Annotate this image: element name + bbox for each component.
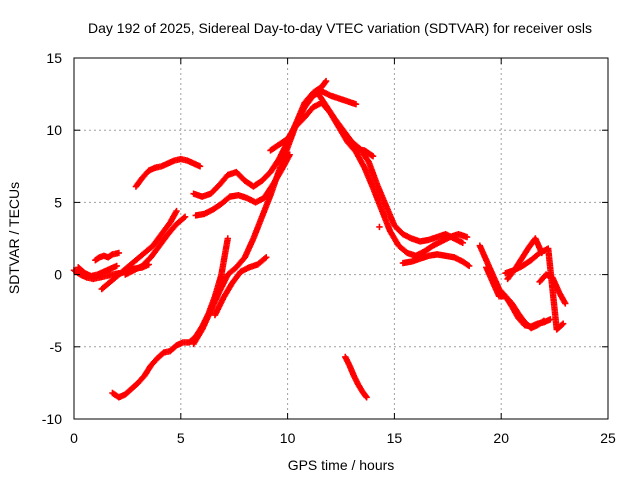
data-point [369,152,377,160]
data-point [181,213,189,221]
x-tick-label: 25 [600,430,616,446]
x-axis-label: GPS time / hours [288,457,395,473]
chart-title: Day 192 of 2025, Sidereal Day-to-day VTE… [88,20,592,36]
y-tick-label: 5 [54,194,62,210]
data-point [352,101,360,108]
data-point [322,77,330,85]
data-point [113,262,120,270]
x-tick-label: 10 [280,430,296,446]
data-point [173,207,180,215]
data-point [459,239,466,247]
series-track-11 [192,151,293,219]
series-track-6 [122,213,189,278]
y-tick-label: 15 [46,50,62,66]
x-tick-label: 20 [493,430,509,446]
y-tick-label: -5 [50,339,63,355]
data-point [196,163,204,170]
x-tick-label: 15 [387,430,403,446]
plot-frame [73,57,609,420]
y-tick-label: 10 [46,122,62,138]
data-point [538,249,545,257]
y-tick-label: 0 [54,267,62,283]
data-point [547,316,554,323]
y-tick-label: -10 [42,411,62,427]
data-point [115,249,123,257]
data-point [263,254,270,261]
data-point [363,394,370,401]
data-point [464,261,472,269]
series-track-20 [483,264,554,330]
data-point [286,151,293,158]
series-track-17 [342,353,370,401]
data-marks [70,77,569,401]
data-point [559,320,567,327]
data-point [465,262,473,270]
data-point [463,233,471,241]
x-tick-label: 5 [177,430,185,446]
data-point [368,152,376,159]
series-track-3 [92,249,123,264]
series-track-15 [344,138,471,260]
series-track-7 [132,155,204,190]
series-track-16 [399,251,473,270]
data-point [562,300,569,307]
data-point [180,214,188,222]
data-point [261,255,269,262]
series-track-12 [211,254,270,319]
x-tick-label: 0 [70,430,78,446]
data-point [321,79,329,86]
data-point [558,321,566,328]
data-point [224,235,231,242]
data-point [376,223,383,231]
series-track-23 [536,271,569,307]
series-track-22 [504,235,545,283]
data-point [362,392,369,400]
series-track-18 [376,223,383,231]
y-axis-label: SDTVAR / TECUs [6,182,22,294]
series-track-2 [75,262,120,280]
